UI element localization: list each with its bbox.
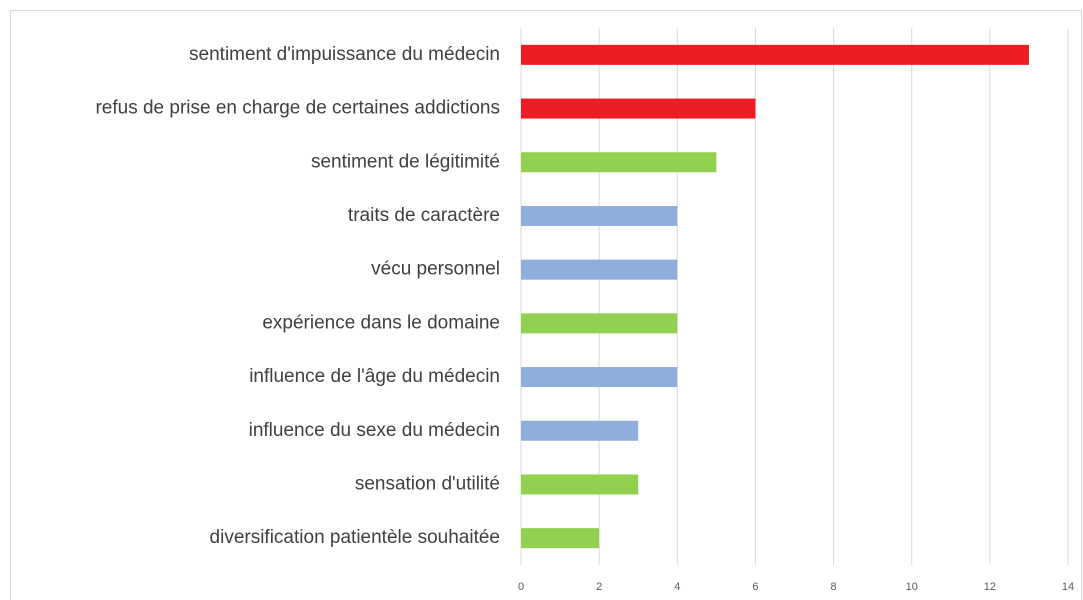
y-tick-label: refus de prise en charge de certaines ad… — [95, 98, 500, 119]
x-tick-label: 2 — [596, 581, 602, 593]
y-tick-label: vécu personnel — [371, 259, 500, 280]
bar — [521, 259, 678, 280]
bar — [521, 474, 639, 495]
y-tick-label: influence de l'âge du médecin — [249, 366, 500, 387]
y-tick-label: influence du sexe du médecin — [249, 420, 500, 441]
x-tick-label: 12 — [984, 581, 996, 593]
y-tick-label: traits de caractère — [348, 205, 500, 226]
y-tick-label: diversification patientèle souhaitée — [210, 527, 500, 548]
y-tick-label: expérience dans le domaine — [262, 312, 500, 333]
bar — [521, 313, 678, 334]
bar — [521, 44, 1029, 65]
bar — [521, 98, 756, 119]
x-tick-label: 4 — [674, 581, 680, 593]
bar — [521, 528, 600, 549]
y-tick-label: sentiment de légitimité — [311, 151, 500, 172]
bar — [521, 205, 678, 226]
x-tick-label: 6 — [752, 581, 758, 593]
y-tick-label: sensation d'utilité — [355, 473, 500, 494]
x-tick-label: 14 — [1062, 581, 1074, 593]
x-tick-label: 8 — [831, 581, 837, 593]
x-tick-label: 0 — [518, 581, 524, 593]
y-tick-label: sentiment d'impuissance du médecin — [189, 44, 500, 65]
x-tick-label: 10 — [906, 581, 918, 593]
bar — [521, 152, 717, 173]
bar — [521, 367, 678, 388]
bar — [521, 420, 639, 441]
